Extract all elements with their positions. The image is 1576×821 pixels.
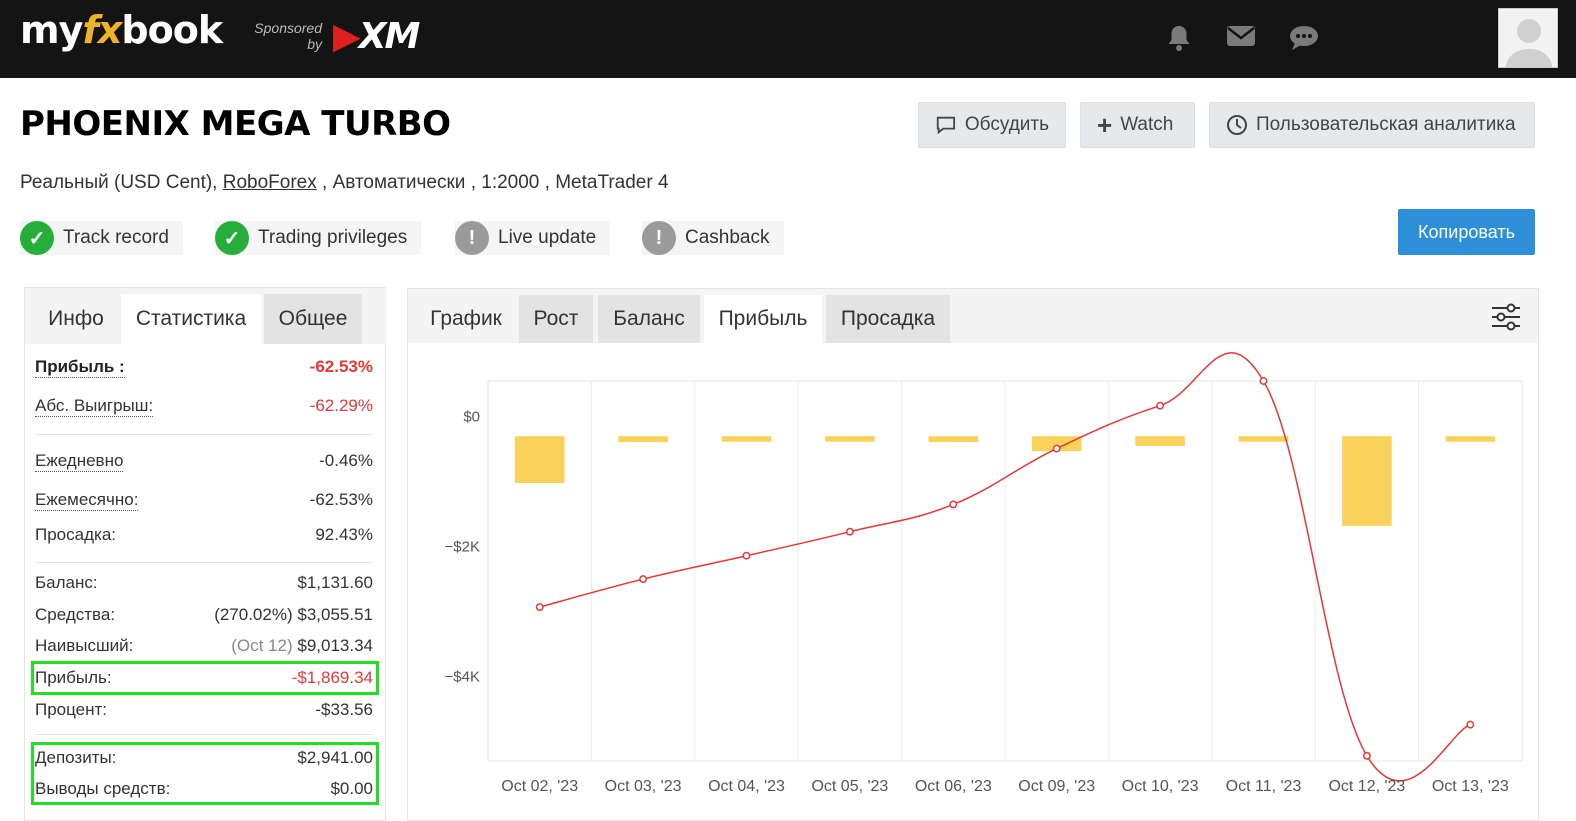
bar: [1031, 436, 1082, 452]
stat-profit-amount: Прибыль: -$1,869.34: [35, 668, 373, 687]
tab-drawdown[interactable]: Просадка: [826, 295, 950, 343]
line-point: [1466, 720, 1475, 729]
stat-daily: Ежедневно -0.46%: [35, 450, 373, 472]
bar: [1342, 436, 1392, 526]
divider: [35, 434, 373, 435]
line-point: [1052, 444, 1061, 453]
x-tick-label: Oct 12, '23: [1328, 778, 1405, 795]
stat-profit: Прибыль : -62.53%: [35, 356, 373, 378]
custom-analytics-button[interactable]: Пользовательская аналитика: [1209, 102, 1535, 148]
x-tick-label: Oct 09, '23: [1018, 778, 1095, 795]
check-icon: ✓: [20, 221, 54, 255]
bar: [721, 436, 772, 442]
stat-deposits: Депозиты: $2,941.00: [35, 748, 373, 767]
settings-sliders-icon[interactable]: [1490, 301, 1522, 333]
divider: [35, 734, 373, 735]
comment-icon: [936, 116, 956, 135]
badge-live-update[interactable]: ! Live update: [455, 221, 611, 255]
chat-icon[interactable]: [1289, 24, 1319, 54]
mail-icon[interactable]: [1226, 24, 1256, 54]
stat-highest: Наивысший: (Oct 12) $9,013.34: [35, 636, 373, 655]
divider: [35, 562, 373, 563]
myfxbook-logo[interactable]: myfxbook: [20, 8, 223, 52]
stat-withdrawals: Выводы средств: $0.00: [35, 779, 373, 798]
tab-statistics[interactable]: Статистика: [121, 294, 261, 344]
tab-growth[interactable]: Рост: [519, 295, 593, 343]
stat-balance: Баланс: $1,131.60: [35, 573, 373, 592]
x-tick-label: Oct 06, '23: [915, 778, 992, 795]
xm-logo[interactable]: ▶XM: [333, 16, 420, 57]
stat-drawdown: Просадка: 92.43%: [35, 525, 373, 544]
stat-equity: Средства: (270.02%) $3,055.51: [35, 605, 373, 624]
stat-monthly: Ежемесячно: -62.53%: [35, 489, 373, 511]
tab-info[interactable]: Инфо: [48, 307, 104, 330]
y-tick-label: −$4K: [445, 669, 480, 686]
page-title: PHOENIX MEGA TURBO: [20, 104, 451, 144]
bar: [1135, 436, 1185, 446]
x-tick-label: Oct 03, '23: [605, 778, 682, 795]
exclamation-icon: !: [642, 221, 676, 255]
tab-profit[interactable]: Прибыль: [704, 295, 822, 343]
watch-button[interactable]: + Watch: [1080, 102, 1195, 148]
bar: [928, 436, 979, 443]
bar: [825, 436, 875, 442]
copy-button[interactable]: Копировать: [1398, 209, 1535, 255]
chart-tabs: График Рост Баланс Прибыль Просадка: [408, 289, 1538, 343]
x-tick-label: Oct 04, '23: [708, 778, 785, 795]
line-point: [535, 603, 544, 612]
line-point: [639, 575, 648, 584]
badge-trading-privileges[interactable]: ✓ Trading privileges: [215, 221, 422, 255]
chart-panel: График Рост Баланс Прибыль Просадка $0 −$…: [407, 288, 1539, 821]
line-point: [949, 500, 958, 509]
bar: [1238, 436, 1289, 442]
user-avatar[interactable]: [1498, 8, 1558, 68]
y-tick-label: $0: [463, 409, 480, 426]
line-point: [742, 551, 751, 560]
check-icon: ✓: [215, 221, 249, 255]
account-info: Реальный (USD Cent), RoboForex , Автомат…: [20, 172, 669, 193]
x-tick-label: Oct 11, '23: [1226, 778, 1302, 795]
line-point: [1156, 401, 1165, 410]
line-point: [1362, 751, 1371, 760]
bar: [1445, 436, 1496, 442]
badge-track-record[interactable]: ✓ Track record: [20, 221, 183, 255]
y-tick-label: −$2K: [445, 539, 480, 556]
top-navbar: myfxbook Sponsored by ▶XM: [0, 0, 1576, 78]
tab-balance[interactable]: Баланс: [598, 295, 700, 343]
profit-line: [539, 352, 1471, 782]
x-tick-label: Oct 13, '23: [1432, 778, 1509, 795]
profit-chart: $0 −$2K −$4K Oct 02, '23 Oct 03, '23 Oct 04, …: [445, 352, 1523, 795]
discuss-button[interactable]: Обсудить: [918, 102, 1066, 148]
tab-general[interactable]: Общее: [264, 294, 362, 344]
x-tick-label: Oct 02, '23: [501, 778, 578, 795]
highlight-profit: [31, 661, 379, 695]
bell-icon[interactable]: [1164, 24, 1194, 54]
broker-link[interactable]: RoboForex: [222, 172, 317, 193]
highlight-deposits: [31, 742, 379, 805]
bar: [618, 436, 668, 443]
clock-icon: [1227, 115, 1247, 135]
bar: [514, 436, 565, 483]
tab-chart[interactable]: График: [430, 307, 502, 330]
stats-tabs: Инфо Статистика Общее: [25, 288, 387, 344]
line-point: [1259, 377, 1268, 385]
stat-abs-gain: Абс. Выигрыш: -62.29%: [35, 395, 373, 417]
exclamation-icon: !: [455, 221, 489, 255]
line-point: [845, 527, 854, 536]
sponsored-by-label: Sponsored by: [254, 20, 322, 52]
badge-cashback[interactable]: ! Cashback: [642, 221, 784, 255]
plus-icon: +: [1097, 109, 1113, 140]
stats-panel: Инфо Статистика Общее Прибыль : -62.53% А…: [24, 287, 387, 821]
stat-interest: Процент: -$33.56: [35, 700, 373, 719]
x-tick-label: Oct 10, '23: [1122, 778, 1199, 795]
x-tick-label: Oct 05, '23: [811, 778, 888, 795]
